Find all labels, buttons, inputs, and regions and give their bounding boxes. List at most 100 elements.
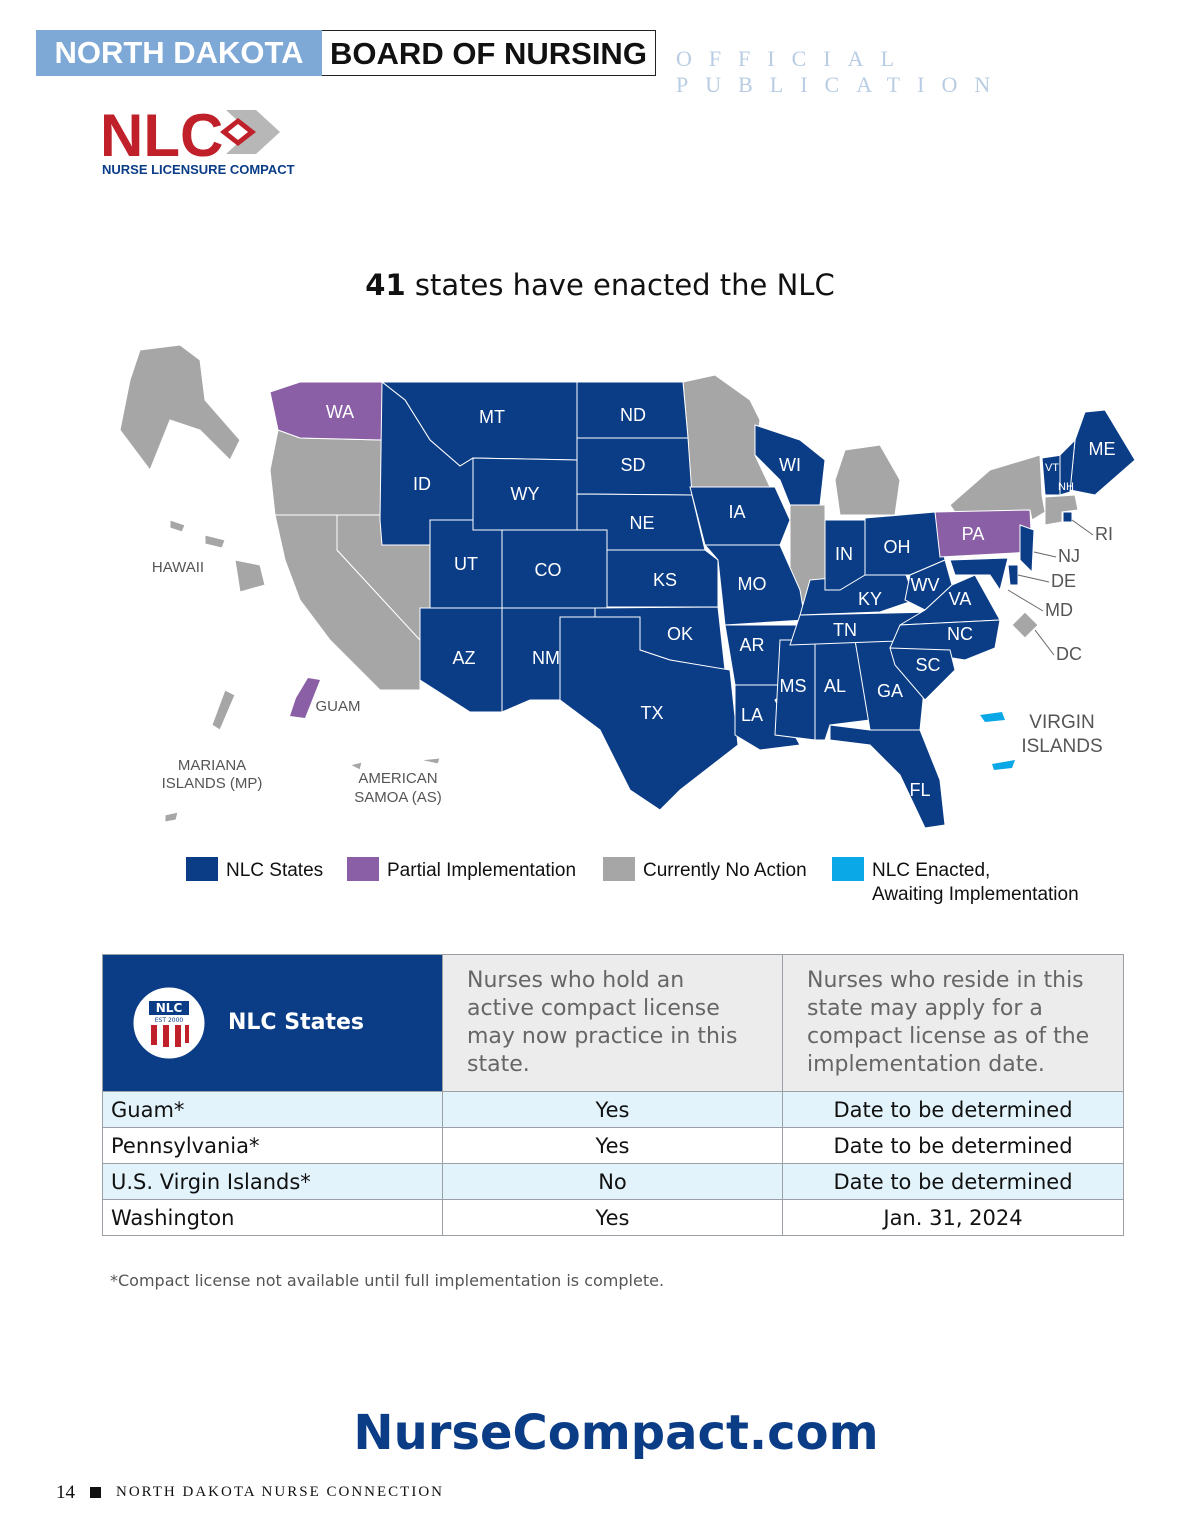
virgin-islands-shape: [980, 712, 1005, 722]
state-label: TN: [833, 620, 857, 640]
no-action-states: [119, 344, 1079, 823]
nlc-table: NLC EST 2000 NLC States Nurses who hold …: [102, 954, 1124, 1236]
state-label: KS: [653, 570, 677, 590]
state-label: SD: [620, 455, 645, 475]
state-label: PA: [962, 524, 985, 544]
us-map: WA MT ND SD ID WY NE UT CO KS AZ NM OK TX IA MO AR LA MS AL…: [119, 344, 1136, 905]
logo-name: NURSE LICENSURE COMPACT: [102, 162, 295, 177]
state-label: VA: [949, 589, 972, 609]
state-label: MO: [738, 574, 767, 594]
table-cell: Pennsylvania*: [102, 1127, 443, 1164]
nlc-logo: NLC NURSE LICENSURE COMPACT: [100, 102, 295, 177]
table-row: Washington Yes Jan. 31, 2024: [102, 1199, 1124, 1236]
state-layer: WA MT ND SD ID WY NE UT CO KS AZ NM OK TX IA MO AR LA MS AL…: [269, 380, 1136, 829]
table-header: NLC EST 2000 NLC States Nurses who hold …: [102, 954, 1124, 1092]
state-label: AZ: [452, 648, 475, 668]
state-label: VT: [1045, 462, 1059, 474]
table-cell: Date to be determined: [782, 1091, 1124, 1128]
state-label: NH: [1058, 481, 1074, 493]
state-hi: [169, 519, 186, 533]
state-ak: [119, 344, 241, 472]
table-cell: Date to be determined: [782, 1127, 1124, 1164]
table-cell: Yes: [442, 1091, 783, 1128]
state-label: KY: [858, 589, 882, 609]
seal-ring: [125, 979, 213, 1067]
legend-swatch: [347, 857, 379, 881]
dc-marker: [1011, 611, 1039, 639]
state-label: GA: [877, 681, 903, 701]
virgin-islands-shape: [992, 760, 1015, 770]
footnote: *Compact license not available until ful…: [110, 1271, 665, 1290]
legend-swatch: [186, 857, 218, 881]
territory-label: VIRGIN: [1029, 712, 1094, 733]
state-shape: [1019, 524, 1035, 574]
state-hi: [234, 559, 266, 593]
state-label: RI: [1095, 524, 1113, 544]
state-shape: [889, 647, 956, 701]
state-label: NC: [947, 624, 973, 644]
state-label: OK: [667, 624, 693, 644]
state-ma-ct: [1044, 494, 1079, 526]
seal-stripe: [185, 1025, 189, 1043]
state-label: AR: [739, 635, 764, 655]
state-label: MT: [479, 407, 505, 427]
mariana-islands: [164, 811, 179, 823]
table-row: Pennsylvania* Yes Date to be determined: [102, 1127, 1124, 1164]
territory-label: MARIANA: [178, 757, 246, 774]
state-shape: [606, 549, 719, 608]
seal-top: [149, 1001, 189, 1015]
state-label: WV: [911, 575, 940, 595]
state-shape: [559, 616, 739, 811]
state-shape: [754, 424, 826, 506]
table-row: U.S. Virgin Islands* No Date to be determi…: [102, 1163, 1124, 1200]
state-label: MS: [780, 676, 807, 696]
masthead-tagline: OFFICIAL PUBLICATION: [676, 46, 1008, 97]
guam-shape: [290, 678, 320, 718]
territory-label: AMERICAN: [358, 770, 437, 787]
publication-name: NORTH DAKOTA NURSE CONNECTION: [116, 1484, 444, 1500]
state-label: NM: [532, 648, 560, 668]
table-cell: Washington: [102, 1199, 443, 1236]
state-shape: [419, 607, 503, 713]
state-label: WY: [511, 484, 540, 504]
state-label: IA: [728, 502, 745, 522]
header-cell: Nurses who hold an active compact licens…: [442, 954, 783, 1092]
state-label: ID: [413, 474, 431, 494]
state-label: CO: [535, 560, 562, 580]
state-label: DC: [1056, 644, 1082, 664]
mariana-islands: [211, 689, 236, 731]
territory-label: ISLANDS (MP): [162, 775, 263, 792]
table-cell: Jan. 31, 2024: [782, 1199, 1124, 1236]
website-url: NurseCompact.com: [353, 1405, 879, 1461]
state-label: OH: [884, 537, 911, 557]
leader-line: [1033, 551, 1057, 558]
seal-band: [124, 978, 214, 1068]
state-label: DE: [1051, 571, 1076, 591]
masthead-board: BOARD OF NURSING: [322, 30, 656, 76]
header-cell: NLC EST 2000 NLC States: [102, 954, 443, 1092]
table-cell: Yes: [442, 1199, 783, 1236]
map-title: 41 states have enacted the NLC: [0, 268, 1200, 302]
state-shape: [1059, 438, 1076, 496]
state-label: WI: [779, 455, 801, 475]
footer-square: [89, 1487, 101, 1498]
table-cell: Yes: [442, 1127, 783, 1164]
territory-label: ISLANDS: [1021, 736, 1102, 757]
state-label: WA: [326, 402, 354, 422]
state-shape: [1007, 564, 1019, 586]
territory-label: GUAM: [316, 698, 361, 715]
state-shape: [689, 486, 791, 546]
state-shape: [899, 574, 1001, 626]
state-label: NE: [629, 513, 654, 533]
legend-swatch: [603, 857, 635, 881]
state-shape: [824, 519, 866, 591]
leader-line: [1071, 519, 1094, 536]
samoa-islands: [348, 761, 363, 771]
territory-labels: HAWAII GUAM MARIANA ISLANDS (MP) AMERICA…: [152, 559, 1103, 806]
legend-label: NLC States: [226, 860, 323, 881]
logo-mark: NLC: [100, 102, 223, 169]
header-cell: Nurses who reside in this state may appl…: [782, 954, 1124, 1092]
seal-mark: NLC: [156, 1001, 183, 1015]
page-number: 14: [56, 1482, 101, 1504]
state-label: ME: [1089, 439, 1116, 459]
